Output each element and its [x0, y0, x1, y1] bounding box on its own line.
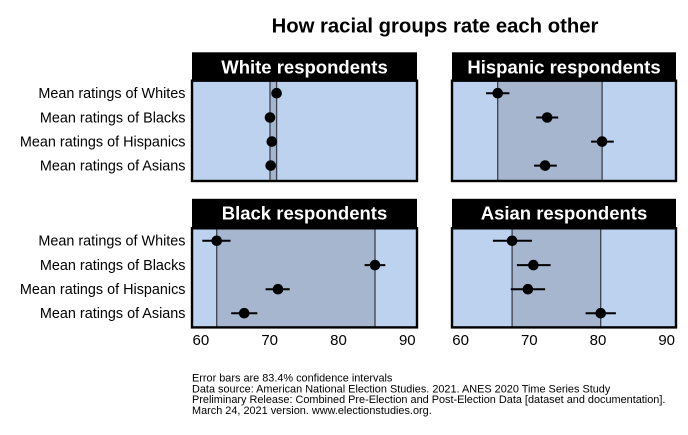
- svg-text:Mean ratings of Asians: Mean ratings of Asians: [40, 159, 186, 175]
- svg-text:Mean ratings of Hispanics: Mean ratings of Hispanics: [20, 282, 186, 298]
- svg-text:White respondents: White respondents: [221, 57, 388, 78]
- svg-text:80: 80: [590, 332, 607, 349]
- svg-text:70: 70: [261, 332, 278, 349]
- svg-text:60: 60: [452, 332, 469, 349]
- svg-text:Black respondents: Black respondents: [222, 202, 388, 223]
- svg-text:60: 60: [193, 332, 210, 349]
- svg-text:90: 90: [399, 332, 416, 349]
- svg-text:Error bars are 83.4% confidenc: Error bars are 83.4% confidence interval…: [192, 373, 393, 385]
- svg-text:Preliminary Release: Combined: Preliminary Release: Combined Pre-Electi…: [192, 394, 665, 406]
- svg-text:Mean ratings of Hispanics: Mean ratings of Hispanics: [20, 135, 186, 151]
- svg-text:70: 70: [521, 332, 538, 349]
- svg-text:How racial groups rate each ot: How racial groups rate each other: [272, 15, 599, 37]
- svg-text:Data source: American National: Data source: American National Election …: [192, 383, 611, 395]
- svg-text:Hispanic respondents: Hispanic respondents: [467, 57, 660, 78]
- svg-text:Mean ratings of Blacks: Mean ratings of Blacks: [40, 258, 186, 274]
- svg-text:Mean ratings of Whites: Mean ratings of Whites: [38, 86, 185, 102]
- svg-text:80: 80: [330, 332, 347, 349]
- svg-text:Asian respondents: Asian respondents: [481, 202, 648, 223]
- svg-text:Mean ratings of Blacks: Mean ratings of Blacks: [40, 110, 186, 126]
- svg-text:90: 90: [658, 332, 675, 349]
- svg-text:Mean ratings of Whites: Mean ratings of Whites: [38, 234, 185, 250]
- svg-text:Mean ratings of Asians: Mean ratings of Asians: [40, 306, 186, 322]
- svg-text:March 24, 2021 version. www.el: March 24, 2021 version. www.electionstud…: [192, 405, 432, 417]
